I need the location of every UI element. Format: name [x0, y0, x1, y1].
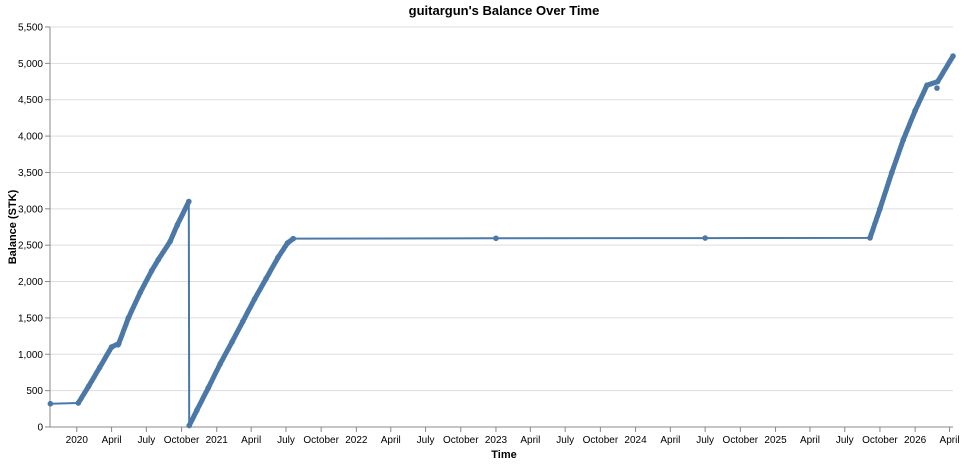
data-point: [239, 318, 246, 325]
data-point: [167, 238, 173, 245]
x-tick-label: October: [723, 435, 759, 446]
data-point: [186, 198, 192, 205]
y-tick-label: 4,000: [18, 132, 43, 143]
data-point: [148, 267, 155, 274]
outlier-point: [934, 85, 940, 91]
y-tick-label: 2,500: [18, 241, 43, 252]
data-point: [217, 360, 223, 367]
x-tick-label: July: [836, 435, 854, 446]
data-point: [950, 53, 956, 59]
x-tick-label: October: [583, 435, 619, 446]
data-point: [155, 256, 162, 263]
data-point: [877, 206, 883, 212]
data-point: [912, 107, 918, 114]
y-tick-label: 0: [37, 423, 43, 434]
y-tick-label: 3,500: [18, 168, 43, 179]
x-tick-label: 2023: [485, 435, 508, 446]
data-point: [290, 235, 297, 242]
chart-title: guitargun's Balance Over Time: [409, 3, 600, 18]
x-tick-label: 2020: [66, 435, 89, 446]
x-tick-label: April: [800, 435, 820, 446]
data-point: [889, 169, 895, 176]
y-tick-label: 1,500: [18, 313, 43, 324]
x-tick-label: April: [660, 435, 680, 446]
x-tick-label: October: [862, 435, 898, 446]
x-tick-label: October: [303, 435, 339, 446]
data-point: [900, 136, 907, 143]
y-tick-label: 1,000: [18, 350, 43, 361]
data-point: [934, 78, 941, 85]
y-tick-label: 3,000: [18, 204, 43, 215]
y-tick-label: 5,000: [18, 59, 43, 70]
data-point: [75, 400, 82, 406]
x-tick-label: 2026: [904, 435, 927, 446]
y-tick-label: 5,500: [18, 23, 43, 34]
y-axis-title: Balance (STK): [7, 189, 19, 264]
balance-line: [50, 55, 954, 427]
data-point: [125, 315, 132, 321]
x-tick-label: April: [241, 435, 261, 446]
data-point: [194, 407, 200, 414]
data-point: [205, 384, 212, 391]
y-tick-label: 500: [26, 386, 43, 397]
x-axis-title: Time: [491, 449, 516, 461]
outlier-point: [115, 342, 121, 348]
data-point: [186, 422, 193, 429]
x-tick-label: 2025: [764, 435, 787, 446]
x-tick-label: April: [520, 435, 540, 446]
x-tick-label: July: [417, 435, 435, 446]
data-point: [924, 82, 930, 88]
x-tick-label: July: [696, 435, 714, 446]
y-tick-label: 2,000: [18, 277, 43, 288]
gridlines: [50, 26, 953, 428]
data-point: [96, 364, 103, 371]
x-tick-label: July: [277, 435, 295, 446]
x-tick-label: July: [137, 435, 155, 446]
data-point: [493, 235, 499, 242]
data-point: [229, 339, 235, 345]
data-point: [275, 254, 281, 261]
data-point: [284, 240, 291, 246]
data-point: [137, 289, 144, 296]
x-tick-label: October: [443, 435, 479, 446]
data-point: [263, 275, 269, 282]
x-tick-label: 2022: [345, 435, 368, 446]
data-point: [47, 400, 54, 407]
x-tick-label: 2024: [624, 435, 647, 446]
y-tick-label: 4,500: [18, 95, 43, 106]
data-point: [174, 222, 181, 228]
x-tick-label: April: [381, 435, 401, 446]
axes: 0 500 1,000 1,500 2,000 2,500 3,000 3,500 4,000 4…: [18, 23, 960, 447]
data-point: [85, 383, 92, 390]
balance-series: [47, 53, 956, 429]
x-tick-label: July: [556, 435, 574, 446]
x-tick-label: 2021: [206, 435, 229, 446]
data-point: [251, 296, 258, 302]
x-tick-label: October: [164, 435, 200, 446]
data-point: [108, 344, 115, 350]
data-point: [867, 235, 873, 241]
data-point: [702, 235, 708, 241]
x-tick-label: April: [940, 435, 960, 446]
x-tick-label: April: [102, 435, 122, 446]
